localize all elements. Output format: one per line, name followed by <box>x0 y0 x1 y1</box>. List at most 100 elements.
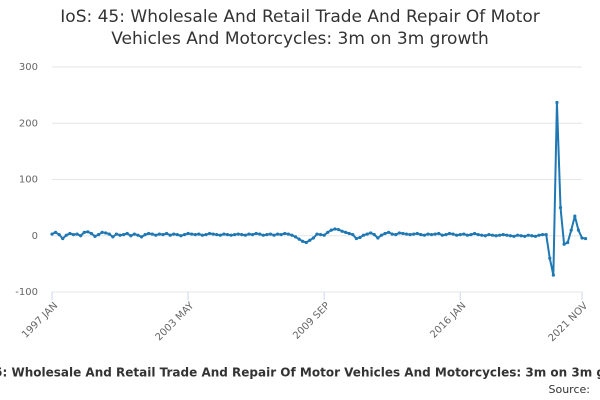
data-point <box>236 232 240 236</box>
data-point <box>268 232 273 236</box>
data-point <box>301 239 305 243</box>
data-point <box>293 235 298 239</box>
data-point <box>215 233 219 237</box>
data-point <box>533 234 538 238</box>
data-point <box>469 233 473 237</box>
data-point <box>347 231 351 236</box>
data-point <box>286 232 290 236</box>
data-point <box>372 233 376 237</box>
data-point <box>193 233 197 237</box>
data-point <box>576 228 581 232</box>
data-point <box>412 232 416 236</box>
data-point <box>333 227 337 231</box>
data-point <box>75 232 79 236</box>
data-point <box>501 233 505 237</box>
data-point <box>61 236 65 241</box>
data-point <box>437 231 441 236</box>
data-point <box>50 232 54 236</box>
data-point <box>68 231 72 236</box>
chart-title: IoS: 45: Wholesale And Retail Trade And … <box>60 7 540 49</box>
data-point <box>243 233 247 237</box>
data-point <box>526 233 530 237</box>
data-point <box>390 232 394 236</box>
data-point <box>569 228 573 232</box>
data-point <box>379 233 384 237</box>
data-point <box>562 242 566 246</box>
data-point <box>490 233 495 237</box>
data-point <box>487 233 491 237</box>
y-tick-label: -100 <box>15 287 38 298</box>
x-tick-label: 2016 JAN <box>428 300 468 340</box>
x-axis-title: IoS: 45: Wholesale And Retail Trade And … <box>0 366 600 380</box>
data-point <box>311 236 316 240</box>
data-point <box>57 233 61 237</box>
data-point <box>419 233 423 237</box>
data-point <box>225 233 230 237</box>
data-point <box>89 231 93 236</box>
data-point <box>276 232 280 236</box>
data-point <box>440 233 444 237</box>
data-point <box>161 233 165 237</box>
data-point <box>548 256 552 260</box>
data-point <box>498 233 502 237</box>
data-point <box>233 233 237 237</box>
data-point <box>455 233 459 237</box>
data-point <box>122 233 126 237</box>
x-tick-label: 1997 JAN <box>20 300 60 340</box>
data-point <box>150 232 154 236</box>
data-point <box>351 233 355 237</box>
data-point <box>326 230 330 234</box>
data-point <box>444 233 448 237</box>
data-point <box>383 231 387 236</box>
data-point <box>200 233 205 237</box>
data-point <box>229 233 233 237</box>
data-point <box>254 231 258 236</box>
data-point <box>250 233 255 237</box>
data-point <box>530 234 534 238</box>
data-point <box>279 233 283 237</box>
data-point <box>483 234 487 238</box>
data-point <box>480 233 484 237</box>
data-point <box>451 232 455 236</box>
data-point <box>376 236 380 240</box>
data-point <box>361 233 366 237</box>
data-point <box>583 236 588 241</box>
data-point <box>186 231 190 236</box>
data-point <box>240 233 244 237</box>
data-point <box>207 231 212 236</box>
data-point <box>537 233 541 237</box>
data-point <box>147 231 151 236</box>
data-point <box>505 233 509 237</box>
data-point <box>329 228 333 232</box>
data-point <box>100 230 104 234</box>
data-point <box>182 233 187 237</box>
data-line <box>51 102 586 276</box>
data-point <box>107 232 111 236</box>
data-point <box>283 231 287 236</box>
data-point <box>64 233 68 237</box>
data-point <box>290 233 294 237</box>
data-point <box>401 231 405 236</box>
data-point <box>580 236 584 240</box>
data-point <box>408 233 412 237</box>
data-point <box>465 233 470 237</box>
data-point <box>143 233 147 237</box>
data-point <box>344 230 348 234</box>
data-point <box>322 233 326 237</box>
data-point <box>315 232 319 236</box>
data-point <box>573 214 577 218</box>
data-point <box>387 230 391 234</box>
data-point <box>82 230 86 234</box>
data-point <box>462 232 466 236</box>
data-point <box>404 232 409 236</box>
data-point <box>494 234 498 238</box>
data-point <box>508 234 512 238</box>
data-point <box>197 232 201 236</box>
data-point <box>258 232 262 236</box>
source: Source: <box>549 383 591 396</box>
data-point <box>71 233 76 237</box>
x-tick-label: 2009 SEP <box>291 300 332 341</box>
data-point <box>114 232 119 236</box>
data-point <box>304 240 308 245</box>
